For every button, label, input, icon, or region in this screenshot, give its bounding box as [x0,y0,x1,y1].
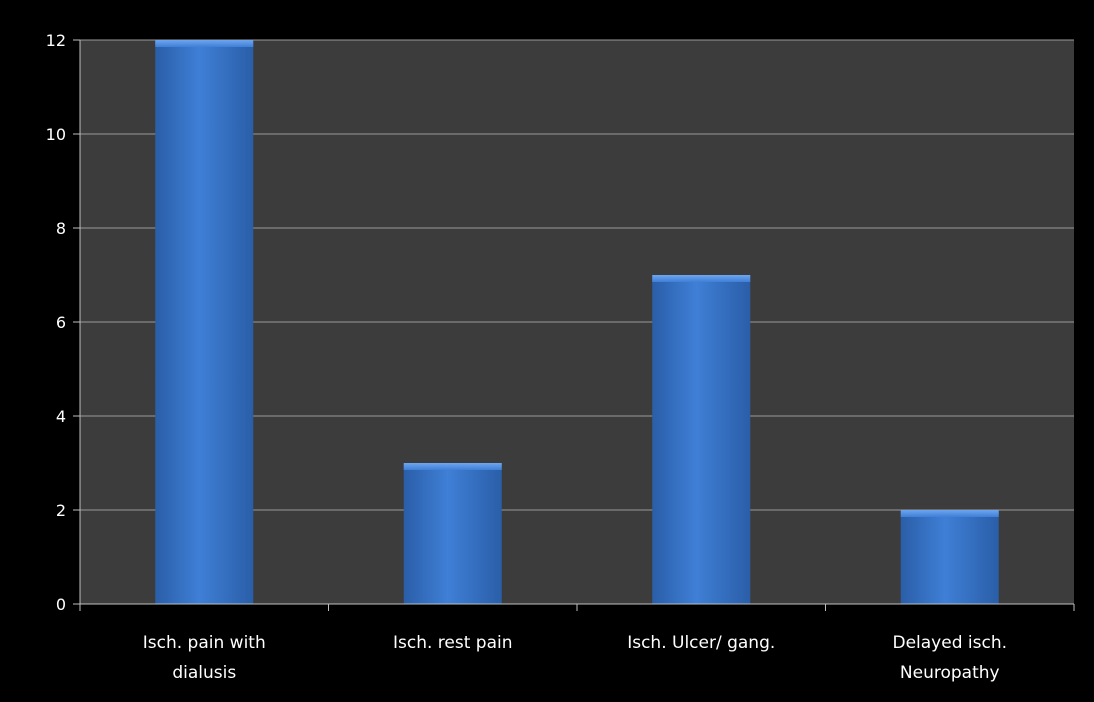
x-category-label-line: Neuropathy [900,663,1000,683]
x-category-label-line: Isch. pain with [143,633,266,653]
bars [155,40,999,604]
x-category-label-line: Isch. rest pain [393,633,513,653]
x-category-label-line: Isch. Ulcer/ gang. [627,633,775,653]
y-tick-label-4: 4 [56,407,66,426]
x-category-labels: Isch. pain with dialusis Isch. rest pain Is… [143,633,1007,683]
y-tick-label-6: 6 [56,313,66,332]
x-category-label-2: Isch. Ulcer/ gang. [627,633,775,653]
bar-cap-3 [900,510,999,517]
bar-cap-2 [652,275,751,282]
y-tick-label-10: 10 [46,125,66,144]
axes [73,39,1075,611]
bar-1 [403,463,502,604]
bar-body-0 [155,40,254,604]
x-category-label-0: Isch. pain with dialusis [143,633,266,683]
bar-body-1 [403,463,502,604]
x-category-label-line: Delayed isch. [892,633,1007,653]
bar-cap-1 [403,463,502,470]
y-tick-label-12: 12 [46,31,66,50]
bar-3 [900,510,999,604]
x-category-label-3: Delayed isch. Neuropathy [892,633,1007,683]
bar-2 [652,275,751,604]
bar-body-2 [652,275,751,604]
x-category-label-1: Isch. rest pain [393,633,513,653]
x-category-label-line: dialusis [172,663,236,683]
y-tick-label-2: 2 [56,501,66,520]
y-tick-label-8: 8 [56,219,66,238]
bar-0 [155,40,254,604]
y-tick-label-0: 0 [56,595,66,614]
bar-cap-0 [155,40,254,47]
y-tick-labels: 0 2 4 6 8 10 12 [46,31,66,614]
bar-body-3 [900,510,999,604]
